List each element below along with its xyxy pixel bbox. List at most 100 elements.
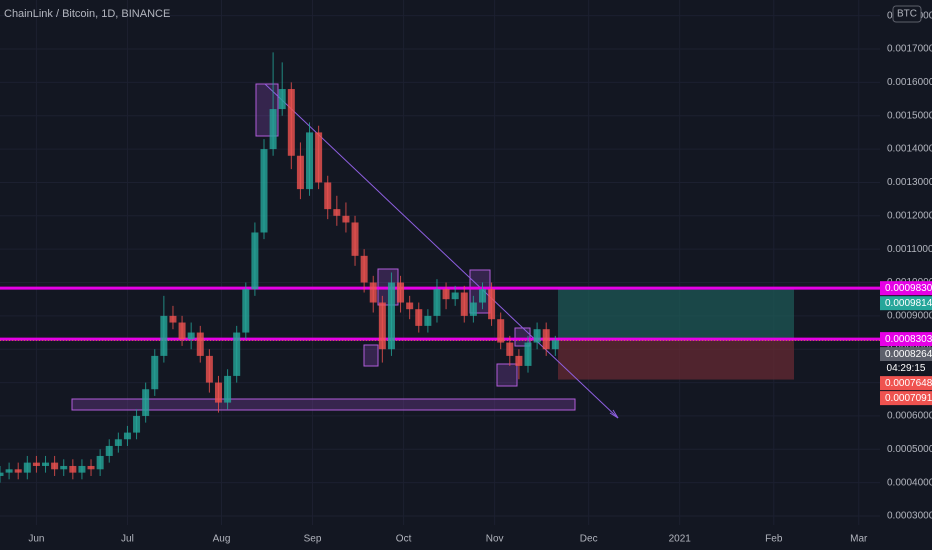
x-tick-label: 2021 xyxy=(669,534,692,545)
candle-body xyxy=(105,445,113,456)
x-tick-label: Feb xyxy=(765,534,783,545)
zone-box xyxy=(363,344,379,367)
support-zone xyxy=(71,398,576,411)
candle-body xyxy=(242,289,250,333)
candle-body xyxy=(287,89,295,156)
price-label-bg xyxy=(880,281,932,296)
x-tick-label: Aug xyxy=(213,534,231,545)
candle-body xyxy=(488,289,496,320)
candle-body xyxy=(296,155,304,190)
candle-body xyxy=(478,289,486,303)
candle-body xyxy=(142,389,150,416)
currency-badge[interactable] xyxy=(892,5,922,23)
candle-body xyxy=(23,462,31,473)
price-label: 0.00076481 xyxy=(885,378,932,389)
candle-body xyxy=(205,355,213,383)
candle-body xyxy=(360,255,368,283)
candle-body xyxy=(542,329,550,350)
candle-body xyxy=(133,415,141,433)
candle-body xyxy=(251,232,259,290)
drawings xyxy=(71,83,794,419)
candle-body xyxy=(415,309,423,326)
candle-body xyxy=(169,315,177,323)
candle-body xyxy=(378,302,386,350)
candle-body xyxy=(315,132,323,183)
candle-body xyxy=(32,462,40,466)
x-tick-label: Dec xyxy=(580,534,598,545)
candle-body xyxy=(351,222,359,256)
price-label: 0.00083031 xyxy=(885,334,932,345)
candle-body xyxy=(324,182,332,210)
price-label-bg xyxy=(880,332,932,347)
candle-body xyxy=(306,132,314,190)
candle-body xyxy=(151,355,159,390)
x-tick-label: Jul xyxy=(121,534,134,545)
x-tick-label: Mar xyxy=(850,534,868,545)
price-label-bg xyxy=(880,296,932,311)
price-label: 0.00082645 xyxy=(885,349,932,360)
chart-title: ChainLink / Bitcoin, 1D, BINANCE xyxy=(4,8,170,20)
currency-label: BTC xyxy=(897,9,917,20)
candle-body xyxy=(551,340,559,350)
candle-body xyxy=(424,315,432,326)
price-label: 0.00098143 xyxy=(885,298,932,309)
candle-body xyxy=(397,282,405,303)
candle-body xyxy=(60,465,68,470)
candle-body xyxy=(233,332,241,376)
price-label: 0.00098301 xyxy=(885,283,932,294)
candle-body xyxy=(14,469,22,473)
price-axis xyxy=(880,0,932,550)
target-zone xyxy=(558,288,794,340)
candle-body xyxy=(187,332,195,340)
candle-body xyxy=(42,462,50,466)
candle-body xyxy=(442,289,450,300)
countdown: 04:29:15 xyxy=(887,363,926,374)
candle-body xyxy=(69,465,77,473)
candle-body xyxy=(451,292,459,300)
plot xyxy=(0,52,880,483)
grid xyxy=(0,0,880,525)
candle-body xyxy=(506,342,514,356)
x-tick-label: Oct xyxy=(396,534,412,545)
candle-body xyxy=(369,282,377,303)
stop-zone xyxy=(558,339,794,380)
candle-body xyxy=(224,375,232,403)
candle-body xyxy=(160,315,168,356)
countdown-bg xyxy=(880,361,932,376)
candle-body xyxy=(460,292,468,316)
candle-body xyxy=(114,439,122,446)
time-axis xyxy=(0,528,932,550)
x-tick-label: Nov xyxy=(486,534,504,545)
zone-box xyxy=(496,363,518,387)
candle-body xyxy=(123,432,131,440)
candle-body xyxy=(51,462,59,470)
candle-body xyxy=(387,282,395,350)
candle-body xyxy=(96,455,104,470)
candle-body xyxy=(497,319,505,343)
candle-body xyxy=(524,342,532,366)
price-label-bg xyxy=(880,376,932,391)
candle-body xyxy=(406,302,414,310)
price-label: 0.00070911 xyxy=(885,393,932,404)
candle-body xyxy=(5,469,13,473)
candle-body xyxy=(269,109,277,150)
price-label-bg xyxy=(880,391,932,406)
y-tick-label: 0.00170000 xyxy=(887,44,932,55)
candle-body xyxy=(342,215,350,223)
candle-body xyxy=(0,472,4,476)
trend-arrow xyxy=(609,409,619,419)
candle-body xyxy=(533,329,541,343)
candle-body xyxy=(333,209,341,216)
candle-body xyxy=(278,89,286,110)
candle-body xyxy=(515,355,523,366)
